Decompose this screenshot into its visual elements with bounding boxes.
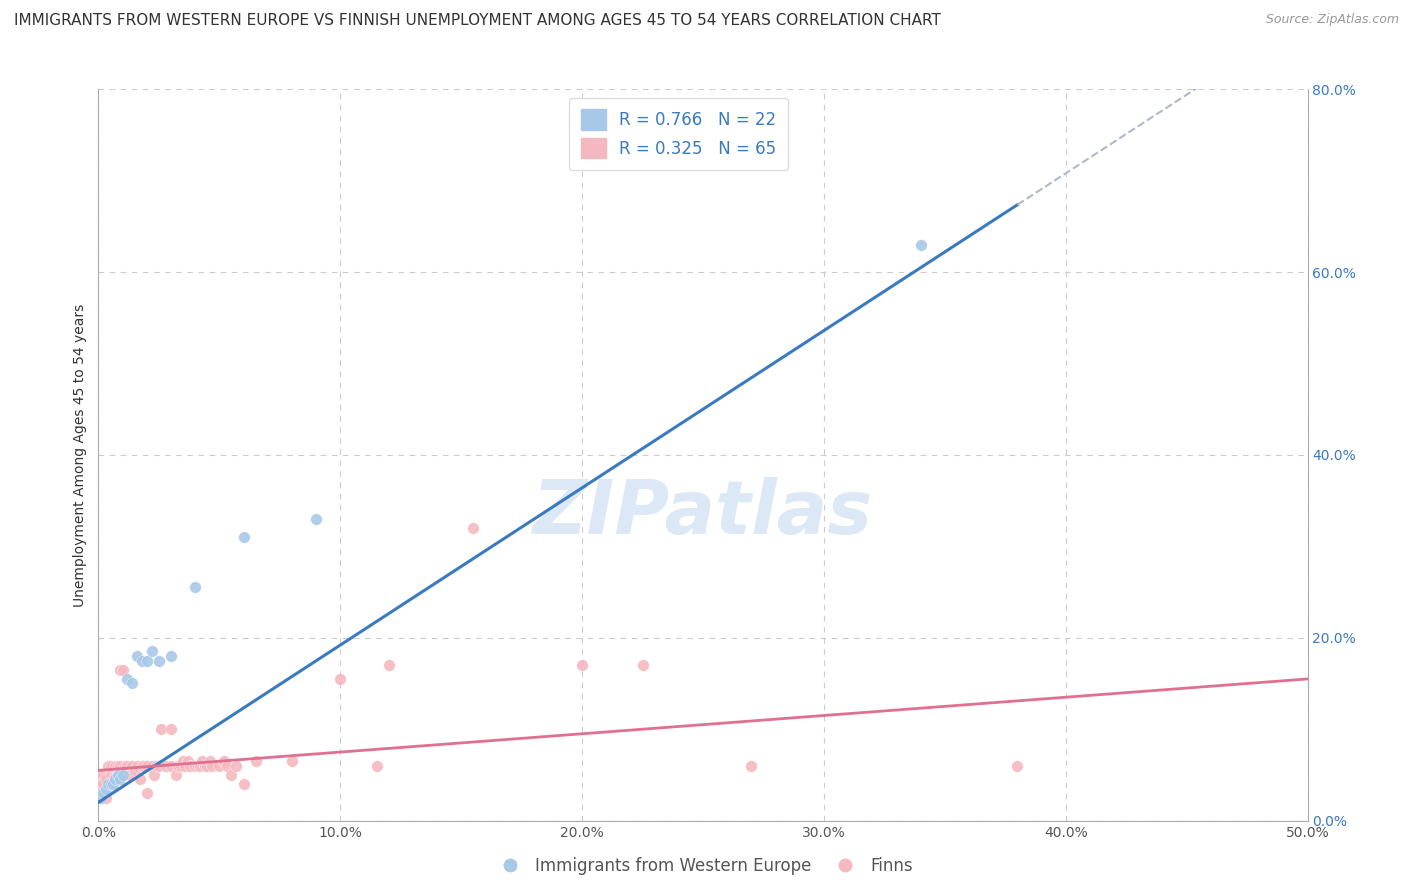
Point [571,658,593,673]
Point [114,758,136,772]
Point [160,723,183,737]
Point [184,758,207,772]
Point [212,754,235,768]
Point [127,649,149,664]
Point [145,758,167,772]
Point [165,768,187,782]
Point [184,581,207,595]
Point [97,777,120,791]
Point [281,754,304,768]
Point [225,758,247,772]
Point [108,663,131,677]
Point [97,758,120,772]
Point [740,758,762,772]
Point [118,768,141,782]
Point [148,758,170,772]
Point [128,772,150,787]
Point [141,758,163,772]
Point [201,758,224,772]
Point [150,723,173,737]
Text: ZIPatlas: ZIPatlas [533,477,873,550]
Point [101,777,124,791]
Point [463,521,485,535]
Point [124,764,146,778]
Point [329,672,352,686]
Point [232,777,254,791]
Point [100,777,122,791]
Point [141,644,163,658]
Point [94,790,117,805]
Point [91,777,114,791]
Point [108,772,131,787]
Point [221,768,243,782]
Point [155,758,177,772]
Point [366,758,388,772]
Point [135,654,157,668]
Y-axis label: Unemployment Among Ages 45 to 54 years: Unemployment Among Ages 45 to 54 years [73,303,87,607]
Point [94,781,117,796]
Point [107,768,129,782]
Point [127,758,149,772]
Point [91,786,114,800]
Point [90,790,112,805]
Point [160,649,183,664]
Point [198,754,221,768]
Point [111,768,134,782]
Point [90,790,112,805]
Point [148,654,170,668]
Point [179,758,201,772]
Point [91,768,114,782]
Point [208,758,231,772]
Point [94,772,117,787]
Point [111,663,134,677]
Point [195,758,218,772]
Point [100,768,122,782]
Point [631,658,654,673]
Point [377,658,399,673]
Point [143,768,166,782]
Point [1007,758,1029,772]
Point [135,786,157,800]
Point [100,758,122,772]
Point [104,772,127,787]
Point [174,758,197,772]
Point [131,758,153,772]
Point [108,758,131,772]
Point [232,530,254,544]
Point [107,768,129,782]
Point [160,758,183,772]
Point [90,777,112,791]
Point [117,758,139,772]
Point [167,758,190,772]
Point [215,758,238,772]
Point [194,758,217,772]
Point [188,758,211,772]
Point [117,672,139,686]
Legend: Immigrants from Western Europe, Finns: Immigrants from Western Europe, Finns [486,850,920,882]
Point [245,754,267,768]
Point [177,754,200,768]
Point [101,772,124,787]
Point [104,758,127,772]
Point [169,758,191,772]
Text: IMMIGRANTS FROM WESTERN EUROPE VS FINNISH UNEMPLOYMENT AMONG AGES 45 TO 54 YEARS: IMMIGRANTS FROM WESTERN EUROPE VS FINNIS… [14,13,941,29]
Point [187,758,209,772]
Point [107,758,129,772]
Point [910,237,932,252]
Point [134,758,156,772]
Point [121,676,143,690]
Point [191,754,214,768]
Point [135,758,157,772]
Point [172,754,194,768]
Point [305,512,328,526]
Text: Source: ZipAtlas.com: Source: ZipAtlas.com [1265,13,1399,27]
Point [121,758,143,772]
Point [131,654,153,668]
